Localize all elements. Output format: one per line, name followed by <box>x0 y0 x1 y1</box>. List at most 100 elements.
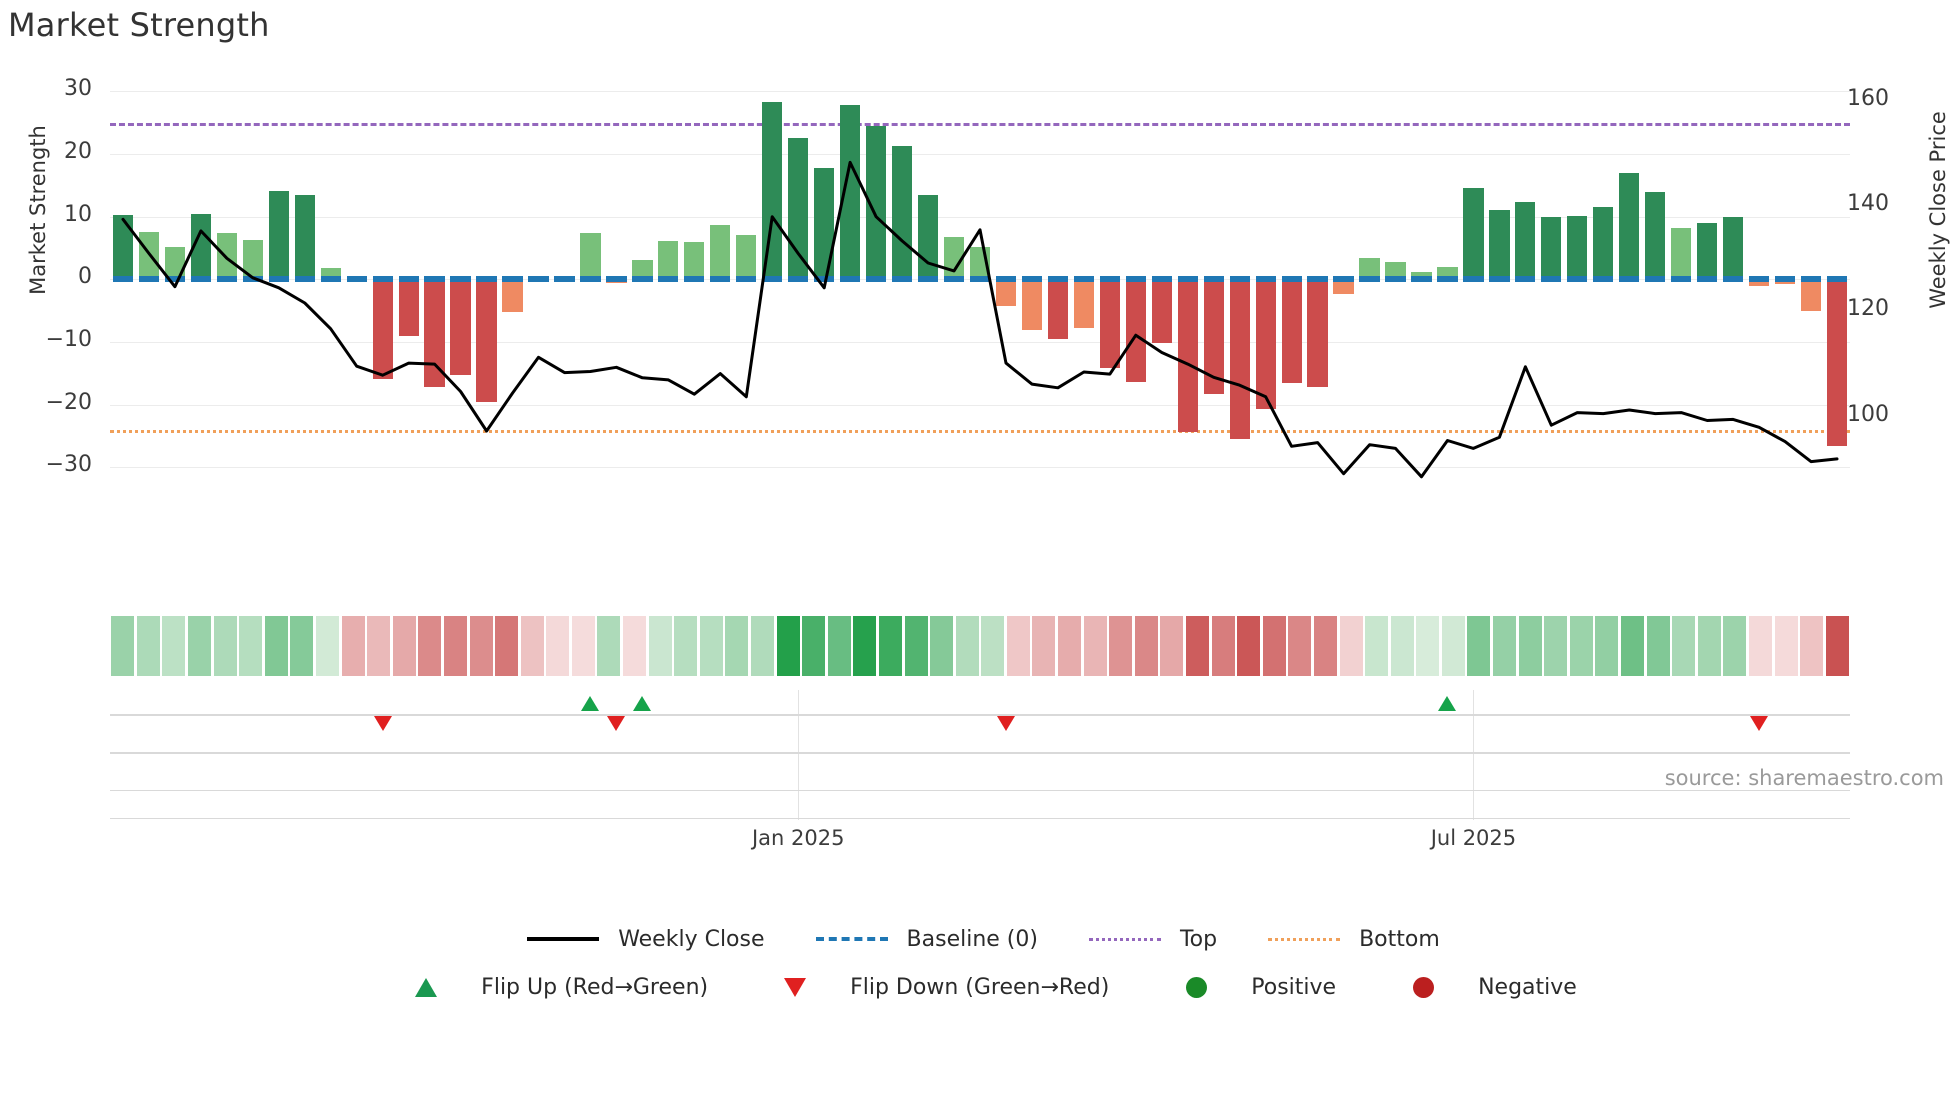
legend-item-top[interactable]: Top <box>1082 927 1217 952</box>
bar[interactable] <box>632 259 653 280</box>
heatmap-cell[interactable] <box>290 616 314 676</box>
bar[interactable] <box>1697 222 1718 280</box>
bar[interactable] <box>1359 258 1380 280</box>
heatmap-cell[interactable] <box>111 616 135 676</box>
heatmap-cell[interactable] <box>1569 616 1593 676</box>
bar[interactable] <box>450 279 471 375</box>
bar[interactable] <box>268 190 289 280</box>
bar[interactable] <box>424 279 445 388</box>
heatmap-cell[interactable] <box>469 616 493 676</box>
bar[interactable] <box>1177 279 1198 432</box>
bar[interactable] <box>1567 216 1588 280</box>
bar[interactable] <box>476 279 497 402</box>
heatmap-cell[interactable] <box>418 616 442 676</box>
heatmap-cell[interactable] <box>955 616 979 676</box>
bar[interactable] <box>372 279 393 380</box>
heatmap-cell[interactable] <box>1493 616 1517 676</box>
heatmap-cell[interactable] <box>1211 616 1235 676</box>
heatmap-cell[interactable] <box>188 616 212 676</box>
heatmap-cell[interactable] <box>1083 616 1107 676</box>
heatmap-cell[interactable] <box>392 616 416 676</box>
heatmap-cell[interactable] <box>1467 616 1491 676</box>
heatmap-cell[interactable] <box>904 616 928 676</box>
bar[interactable] <box>1099 279 1120 369</box>
heatmap-cell[interactable] <box>1339 616 1363 676</box>
legend-item-weekly-close[interactable]: Weekly Close <box>520 927 765 952</box>
heatmap-cell[interactable] <box>316 616 339 676</box>
heatmap-cell[interactable] <box>981 616 1005 676</box>
heatmap-cell[interactable] <box>1518 616 1542 676</box>
heatmap-cell[interactable] <box>1006 616 1030 676</box>
bar[interactable] <box>164 247 186 280</box>
bar[interactable] <box>1021 279 1043 330</box>
heatmap-cell[interactable] <box>520 616 544 676</box>
flip-up-marker[interactable] <box>633 696 652 711</box>
bar[interactable] <box>112 214 134 280</box>
heatmap-cell[interactable] <box>1672 616 1696 676</box>
bar[interactable] <box>840 105 861 280</box>
heatmap-cell[interactable] <box>1237 616 1261 676</box>
flip-down-marker[interactable] <box>996 716 1015 731</box>
heatmap-cell[interactable] <box>623 616 647 676</box>
heatmap-cell[interactable] <box>1825 616 1849 676</box>
heatmap-cell[interactable] <box>571 616 595 676</box>
bar[interactable] <box>1281 279 1302 383</box>
heatmap-cell[interactable] <box>341 616 365 676</box>
heatmap-cell[interactable] <box>1160 616 1184 676</box>
bar[interactable] <box>1333 279 1354 295</box>
flip-up-marker[interactable] <box>1438 696 1457 711</box>
heatmap-cell[interactable] <box>1723 616 1747 676</box>
heatmap-cell[interactable] <box>1621 616 1644 676</box>
bar[interactable] <box>1723 216 1744 280</box>
bar[interactable] <box>580 232 601 280</box>
bar[interactable] <box>814 167 835 280</box>
bar[interactable] <box>710 225 731 280</box>
bar[interactable] <box>1255 279 1276 409</box>
legend-item-flip-up[interactable]: Flip Up (Red→Green) <box>383 975 708 1000</box>
heatmap-cell[interactable] <box>1288 616 1312 676</box>
heatmap-cell[interactable] <box>1646 616 1670 676</box>
heatmap-cell[interactable] <box>776 616 800 676</box>
legend-item-negative[interactable]: Negative <box>1380 975 1577 1000</box>
heatmap-cell[interactable] <box>1032 616 1056 676</box>
heatmap-cell[interactable] <box>751 616 774 676</box>
bar[interactable] <box>1437 266 1458 280</box>
legend-item-positive[interactable]: Positive <box>1153 975 1336 1000</box>
flip-down-marker[interactable] <box>373 716 392 731</box>
heatmap-cell[interactable] <box>213 616 237 676</box>
bar[interactable] <box>1463 188 1484 280</box>
bar[interactable] <box>1619 173 1640 280</box>
bar[interactable] <box>502 279 523 312</box>
heatmap-cell[interactable] <box>1595 616 1619 676</box>
bar[interactable] <box>1385 261 1406 280</box>
bar[interactable] <box>736 235 757 280</box>
heatmap-cell[interactable] <box>930 616 954 676</box>
bar[interactable] <box>294 195 315 280</box>
bar[interactable] <box>1826 279 1848 446</box>
bar[interactable] <box>242 240 263 280</box>
heatmap-cell[interactable] <box>878 616 902 676</box>
legend-item-flip-down[interactable]: Flip Down (Green→Red) <box>752 975 1109 1000</box>
heatmap-cell[interactable] <box>443 616 467 676</box>
bar[interactable] <box>1229 279 1250 440</box>
bar[interactable] <box>398 279 419 336</box>
heatmap-cell[interactable] <box>1544 616 1568 676</box>
heatmap-cell[interactable] <box>1748 616 1772 676</box>
heatmap-cell[interactable] <box>1800 616 1824 676</box>
heatmap-cell[interactable] <box>674 616 698 676</box>
bar[interactable] <box>995 279 1017 307</box>
heatmap-cell[interactable] <box>239 616 263 676</box>
heatmap-cell[interactable] <box>1365 616 1389 676</box>
heatmap-cell[interactable] <box>827 616 851 676</box>
bar[interactable] <box>1307 279 1328 388</box>
flip-down-marker[interactable] <box>607 716 626 731</box>
bar[interactable] <box>190 214 212 280</box>
bar[interactable] <box>1125 279 1146 382</box>
heatmap-cell[interactable] <box>367 616 391 676</box>
heatmap-cell[interactable] <box>699 616 723 676</box>
bar[interactable] <box>1671 227 1692 280</box>
bar[interactable] <box>1515 202 1536 280</box>
heatmap-cell[interactable] <box>1262 616 1286 676</box>
bar[interactable] <box>320 268 341 280</box>
bar[interactable] <box>1489 210 1510 280</box>
